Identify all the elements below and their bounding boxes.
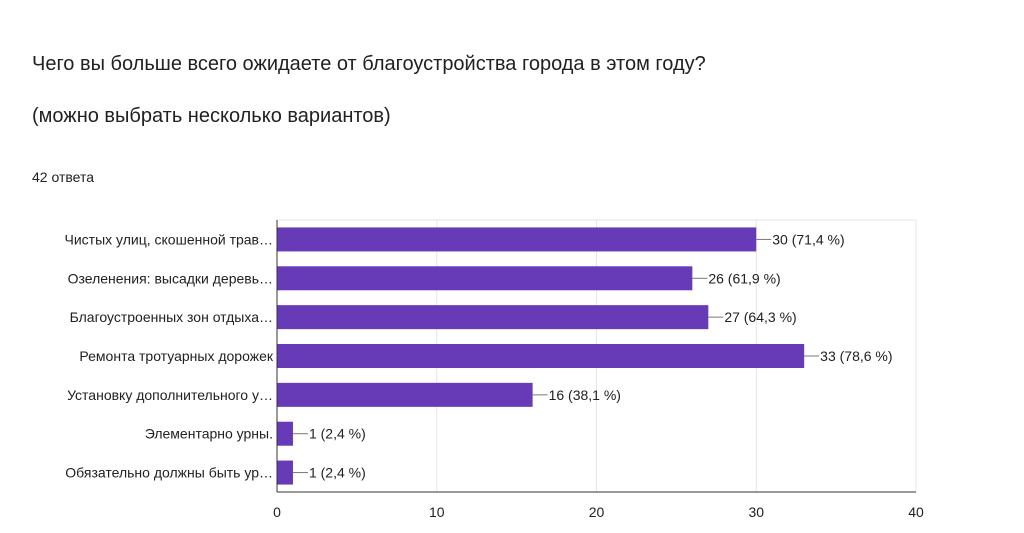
axes bbox=[276, 220, 916, 493]
category-label: Чистых улиц, скошенной трав… bbox=[65, 231, 273, 247]
data-label: 33 (78,6 %) bbox=[820, 348, 892, 364]
category-label: Обязательно должны быть ур… bbox=[65, 465, 273, 481]
labels: 0 10 20 30 40 Чистых улиц, скошенной трав… 30 … bbox=[65, 231, 924, 520]
category-label: Элементарно урны. bbox=[145, 426, 273, 442]
category-label: Озеленения: высадки деревь… bbox=[68, 270, 273, 286]
bar bbox=[277, 460, 293, 485]
bar bbox=[277, 227, 757, 252]
x-tick-label: 0 bbox=[273, 504, 281, 520]
bar bbox=[277, 266, 693, 291]
x-tick-label: 40 bbox=[908, 504, 924, 520]
bar bbox=[277, 305, 709, 330]
bar bbox=[277, 344, 805, 368]
data-label: 30 (71,4 %) bbox=[772, 231, 844, 247]
question-title: Чего вы больше всего ожидаете от благоус… bbox=[32, 53, 706, 75]
data-label: 1 (2,4 %) bbox=[309, 465, 366, 481]
data-label: 26 (61,9 %) bbox=[708, 270, 780, 286]
bar bbox=[277, 421, 293, 446]
data-label: 16 (38,1 %) bbox=[549, 387, 621, 403]
data-label: 27 (64,3 %) bbox=[724, 309, 796, 325]
x-tick-label: 10 bbox=[429, 504, 445, 520]
x-tick-label: 20 bbox=[589, 504, 605, 520]
category-label: Благоустроенных зон отдыха… bbox=[70, 309, 273, 325]
bar bbox=[277, 382, 533, 407]
data-label: 1 (2,4 %) bbox=[309, 426, 366, 442]
response-count: 42 ответа bbox=[32, 169, 94, 185]
question-subtitle: (можно выбрать несколько вариантов) bbox=[32, 105, 391, 127]
category-label: Установку дополнительного у… bbox=[67, 387, 273, 403]
x-tick-label: 30 bbox=[748, 504, 764, 520]
category-label: Ремонта тротуарных дорожек bbox=[79, 348, 273, 364]
bars bbox=[277, 227, 805, 485]
